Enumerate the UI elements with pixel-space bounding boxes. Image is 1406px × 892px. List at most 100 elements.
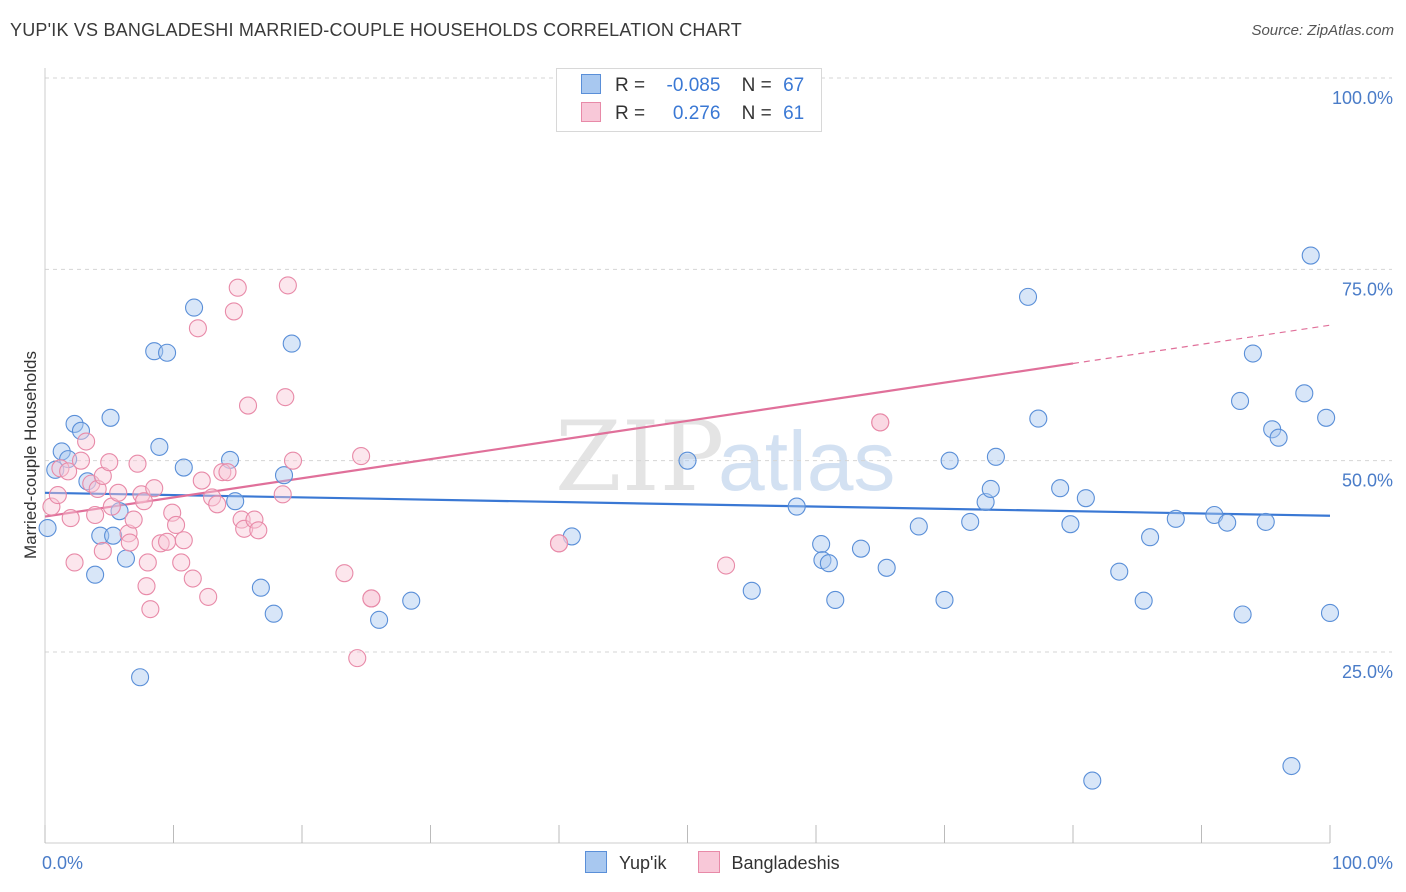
yupik-point bbox=[38, 518, 57, 538]
yupik-point bbox=[1076, 489, 1095, 508]
yupik-point bbox=[104, 526, 123, 545]
yupik-point bbox=[981, 479, 1000, 499]
yupik-point bbox=[1166, 509, 1185, 528]
bangladeshi-point bbox=[138, 553, 157, 572]
series-legend-yupik[interactable]: Yup'ik bbox=[585, 851, 666, 874]
yupik-point bbox=[940, 451, 959, 470]
yupik-point bbox=[251, 578, 270, 597]
correlation-legend: R = -0.085 N = 67 R = 0.276 N = 61 bbox=[556, 68, 822, 132]
bangladeshi-point bbox=[871, 413, 890, 432]
legend-n-label: N = bbox=[741, 103, 772, 124]
bangladeshi-point bbox=[199, 587, 218, 606]
bangladeshi-point bbox=[278, 276, 297, 295]
yupik-point bbox=[370, 610, 389, 629]
bangladeshi-point bbox=[183, 569, 202, 588]
yupik-point bbox=[264, 604, 283, 623]
y-tick-label: 25.0% bbox=[1342, 662, 1393, 682]
bangladeshi-point bbox=[77, 432, 96, 451]
yupik-point bbox=[71, 421, 91, 440]
bangladeshi-point bbox=[128, 454, 147, 473]
axes bbox=[44, 68, 1331, 844]
yupik-point bbox=[402, 591, 421, 610]
legend-r-label: R = bbox=[615, 103, 646, 124]
chart-title: YUP'IK VS BANGLADESHI MARRIED-COUPLE HOU… bbox=[10, 20, 742, 40]
yupik-point bbox=[86, 565, 105, 584]
tick-labels: 25.0% 50.0% 75.0% 100.0% 0.0% 100.0% bbox=[42, 88, 1393, 873]
bangladeshi-point bbox=[249, 521, 268, 540]
trend-lines bbox=[44, 324, 1331, 518]
bangladeshi-point bbox=[124, 510, 143, 529]
yupik-point bbox=[826, 590, 845, 610]
bangladeshi-point bbox=[362, 589, 381, 608]
trend-line-bangladeshi-extension bbox=[1072, 324, 1331, 365]
bangladeshi-point bbox=[273, 485, 292, 504]
yupik-point bbox=[65, 414, 84, 433]
yupik-point bbox=[742, 581, 761, 600]
bangladeshi-point bbox=[192, 471, 211, 490]
bangladeshi-point bbox=[151, 534, 170, 553]
legend-row-bangladeshi: R = 0.276 N = 61 bbox=[581, 102, 804, 128]
bangladeshi-point bbox=[59, 462, 78, 481]
bangladeshi-point bbox=[119, 524, 138, 543]
yupik-point bbox=[158, 343, 177, 362]
watermark-zip: ZIP bbox=[555, 401, 724, 513]
bangladeshi-point bbox=[276, 388, 295, 407]
yupik-point bbox=[1061, 515, 1080, 534]
series-swatch-yupik bbox=[585, 851, 607, 873]
yupik-point bbox=[819, 554, 838, 573]
yupik-point bbox=[909, 517, 928, 536]
y-tick-label: 50.0% bbox=[1342, 471, 1393, 491]
y-tick-label: 100.0% bbox=[1332, 88, 1393, 108]
legend-n-value: 61 bbox=[783, 103, 805, 124]
yupik-point bbox=[1134, 591, 1153, 610]
yupik-point bbox=[1256, 512, 1275, 531]
bangladeshi-point bbox=[238, 396, 258, 415]
yupik-point bbox=[1301, 246, 1320, 265]
yupik-point bbox=[150, 437, 169, 456]
bangladeshi-point bbox=[283, 451, 303, 470]
yupik-point bbox=[1231, 391, 1250, 411]
yupik-point bbox=[877, 558, 896, 577]
bangladeshi-point bbox=[141, 600, 160, 619]
bangladeshi-point bbox=[42, 497, 61, 516]
yupik-point bbox=[1317, 408, 1336, 427]
yupik-point bbox=[101, 408, 120, 427]
yupik-point bbox=[1218, 513, 1237, 532]
bangladeshi-point bbox=[65, 553, 84, 572]
y-tick-label: 75.0% bbox=[1342, 279, 1393, 299]
bangladeshi-point bbox=[137, 577, 156, 596]
bangladeshi-point bbox=[174, 531, 193, 550]
bangladeshi-point bbox=[348, 649, 367, 668]
bangladeshi-point bbox=[188, 319, 207, 338]
x-tick-label: 0.0% bbox=[42, 853, 83, 873]
source-label: Source: ZipAtlas.com bbox=[1251, 22, 1394, 39]
series-legend-bangladeshi[interactable]: Bangladeshis bbox=[697, 851, 840, 874]
yupik-point bbox=[1141, 528, 1160, 547]
trend-line-bangladeshi bbox=[44, 362, 1074, 518]
bangladeshi-point bbox=[145, 479, 164, 498]
series-legend: Yup'ik Bangladeshis bbox=[585, 851, 866, 874]
yupik-point bbox=[1029, 409, 1048, 428]
bangladeshi-point bbox=[208, 495, 227, 514]
yupik-point bbox=[1243, 344, 1262, 363]
bangladeshi-point bbox=[61, 509, 80, 528]
yupik-point bbox=[986, 447, 1005, 466]
legend-r-value: 0.276 bbox=[672, 103, 721, 124]
yupik-point bbox=[961, 512, 980, 531]
yupik-point bbox=[131, 668, 150, 687]
yupik-point bbox=[174, 458, 193, 477]
legend-swatch-yupik bbox=[581, 74, 601, 94]
yupik-point bbox=[1083, 771, 1102, 790]
yupik-point bbox=[1282, 756, 1301, 776]
bangladeshi-point bbox=[549, 534, 569, 553]
series-label-yupik: Yup'ik bbox=[619, 853, 667, 873]
legend-n-label: N = bbox=[741, 75, 772, 96]
yupik-point bbox=[935, 590, 954, 610]
bangladeshi-point bbox=[100, 453, 119, 472]
yupik-point bbox=[274, 466, 294, 485]
bangladeshi-point bbox=[109, 483, 128, 502]
yupik-point bbox=[1295, 384, 1314, 403]
trend-line-yupik bbox=[44, 491, 1331, 517]
yupik-point bbox=[282, 334, 301, 353]
